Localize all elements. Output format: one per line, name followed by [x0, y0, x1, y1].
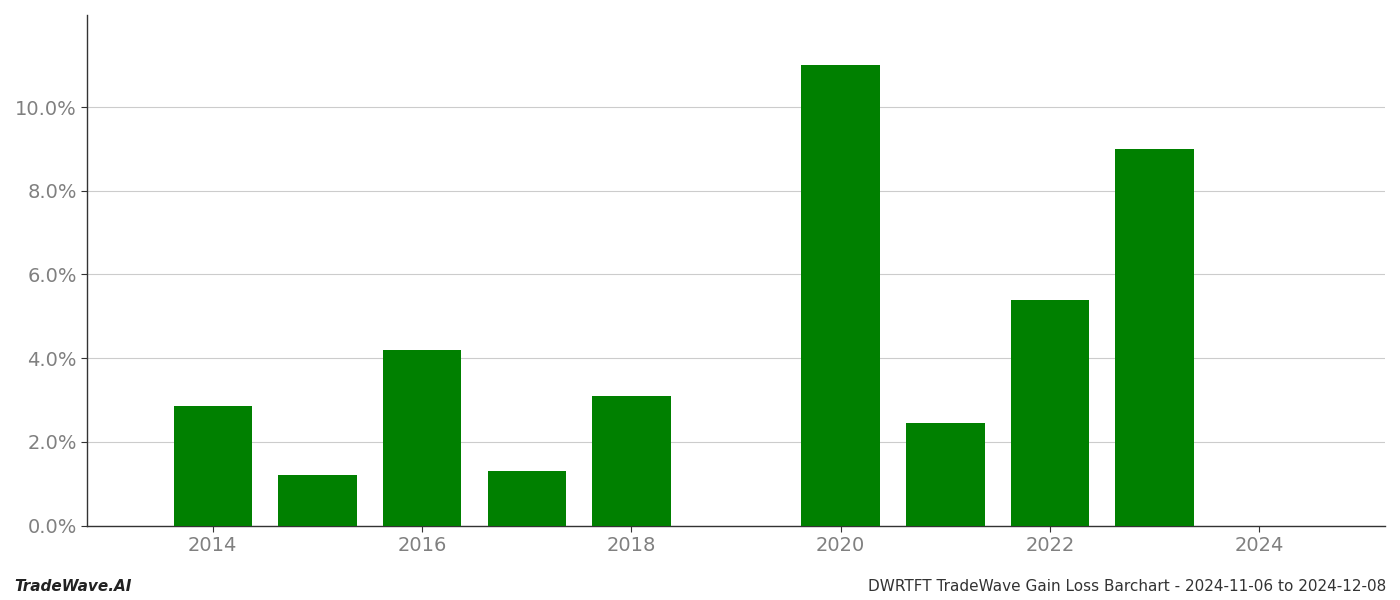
Bar [1116, 149, 1194, 526]
Bar [487, 471, 566, 526]
Bar [279, 475, 357, 526]
Bar [174, 406, 252, 526]
Bar [1011, 299, 1089, 526]
Bar [906, 423, 984, 526]
Bar [382, 350, 462, 526]
Text: DWRTFT TradeWave Gain Loss Barchart - 2024-11-06 to 2024-12-08: DWRTFT TradeWave Gain Loss Barchart - 20… [868, 579, 1386, 594]
Bar [801, 65, 881, 526]
Bar [592, 396, 671, 526]
Text: TradeWave.AI: TradeWave.AI [14, 579, 132, 594]
